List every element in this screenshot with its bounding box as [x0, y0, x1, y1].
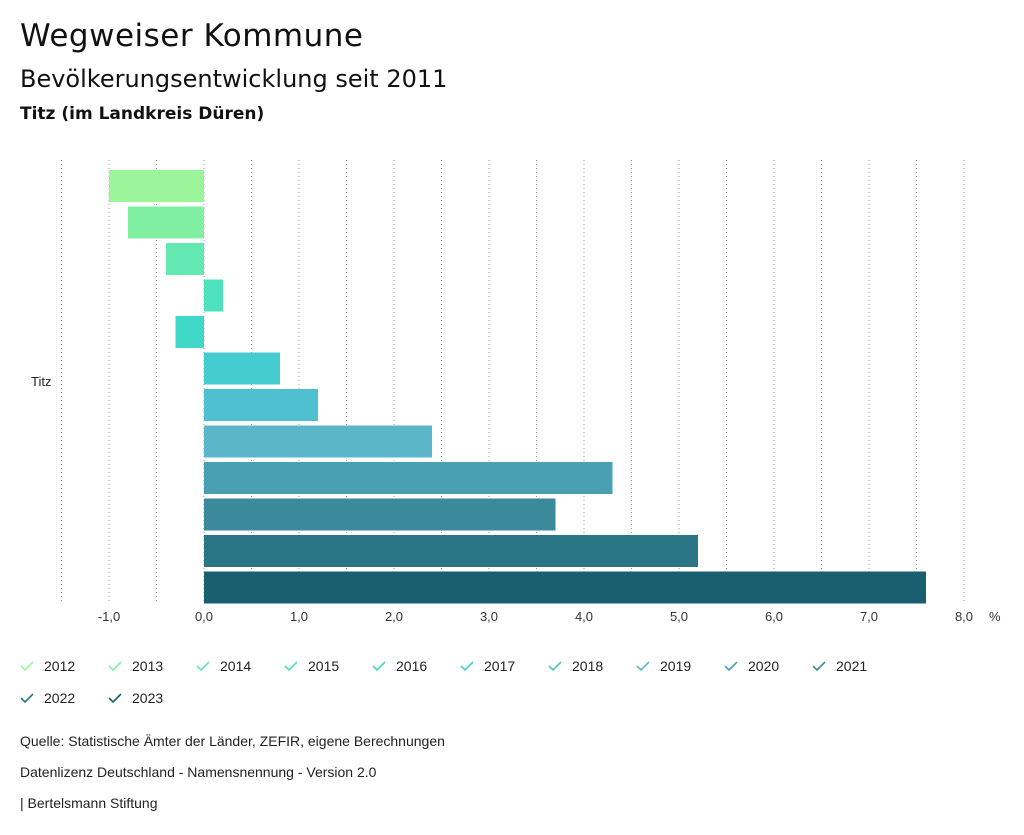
- x-tick-label: 6,0: [765, 609, 783, 624]
- category-label: Titz: [31, 374, 51, 389]
- bar-2022[interactable]: [204, 535, 698, 567]
- legend-label: 2022: [44, 690, 76, 706]
- legend-label: 2013: [132, 658, 164, 674]
- source-note: Quelle: Statistische Ämter der Länder, Z…: [20, 733, 445, 749]
- legend-item-2019[interactable]: 2019: [636, 658, 691, 674]
- bar-2013[interactable]: [128, 206, 204, 239]
- bar-2016[interactable]: [175, 316, 205, 348]
- bar-2019[interactable]: [204, 425, 432, 458]
- check-icon: [20, 693, 34, 704]
- x-tick-label: 3,0: [480, 609, 498, 624]
- check-icon: [372, 661, 386, 672]
- legend-label: 2012: [44, 658, 76, 674]
- legend-label: 2018: [572, 658, 604, 674]
- check-icon: [812, 661, 826, 672]
- x-tick-label: -1,0: [98, 609, 120, 624]
- x-tick-label: 8,0: [955, 609, 973, 624]
- check-icon: [108, 693, 122, 704]
- legend-label: 2017: [484, 658, 516, 674]
- license-note: Datenlizenz Deutschland - Namensnennung …: [20, 764, 377, 780]
- legend-item-2015[interactable]: 2015: [284, 658, 339, 674]
- chart-subtitle: Bevölkerungsentwicklung seit 2011: [20, 65, 448, 93]
- publisher-note: | Bertelsmann Stiftung: [20, 795, 158, 811]
- legend-item-2014[interactable]: 2014: [196, 658, 251, 674]
- legend-item-2017[interactable]: 2017: [460, 658, 515, 674]
- x-tick-label: 1,0: [290, 609, 308, 624]
- legend-item-2013[interactable]: 2013: [108, 658, 163, 674]
- bar-2018[interactable]: [204, 389, 318, 421]
- legend-item-2016[interactable]: 2016: [372, 658, 427, 674]
- tick-labels: -1,0 0,0 1,0 2,0 3,0 4,0 5,0 6,0 7,0 8,0: [98, 609, 973, 624]
- legend-label: 2019: [660, 658, 692, 674]
- region-label: Titz (im Landkreis Düren): [20, 104, 265, 124]
- unit-label: %: [989, 609, 1001, 624]
- x-tick-label: 4,0: [575, 609, 593, 624]
- x-tick-label: 7,0: [860, 609, 878, 624]
- check-icon: [724, 661, 738, 672]
- check-icon: [20, 661, 34, 672]
- legend-item-2012[interactable]: 2012: [20, 658, 75, 674]
- bar-2014[interactable]: [166, 243, 204, 275]
- check-icon: [108, 661, 122, 672]
- bars: [109, 170, 926, 604]
- legend-item-2023[interactable]: 2023: [108, 690, 163, 706]
- legend-label: 2020: [748, 658, 780, 674]
- bar-2021[interactable]: [204, 498, 556, 531]
- legend-item-2018[interactable]: 2018: [548, 658, 603, 674]
- check-icon: [636, 661, 650, 672]
- x-tick-label: 5,0: [670, 609, 688, 624]
- bar-2023[interactable]: [204, 571, 926, 604]
- check-icon: [460, 661, 474, 672]
- legend-label: 2023: [132, 690, 164, 706]
- legend-label: 2014: [220, 658, 252, 674]
- bar-chart: -1,0 0,0 1,0 2,0 3,0 4,0 5,0 6,0 7,0 8,0 Titz %: [31, 160, 1001, 624]
- check-icon: [548, 661, 562, 672]
- legend-item-2020[interactable]: 2020: [724, 658, 779, 674]
- legend-label: 2015: [308, 658, 340, 674]
- bar-2012[interactable]: [109, 170, 204, 202]
- check-icon: [196, 661, 210, 672]
- legend-item-2022[interactable]: 2022: [20, 690, 75, 706]
- legend-label: 2021: [836, 658, 868, 674]
- page-title: Wegweiser Kommune: [20, 18, 364, 54]
- bar-2020[interactable]: [204, 462, 613, 494]
- x-tick-label: 0,0: [195, 609, 213, 624]
- bar-2015[interactable]: [204, 279, 223, 312]
- bar-2017[interactable]: [204, 352, 280, 385]
- x-tick-label: 2,0: [385, 609, 403, 624]
- legend-label: 2016: [396, 658, 428, 674]
- legend-item-2021[interactable]: 2021: [812, 658, 867, 674]
- check-icon: [284, 661, 298, 672]
